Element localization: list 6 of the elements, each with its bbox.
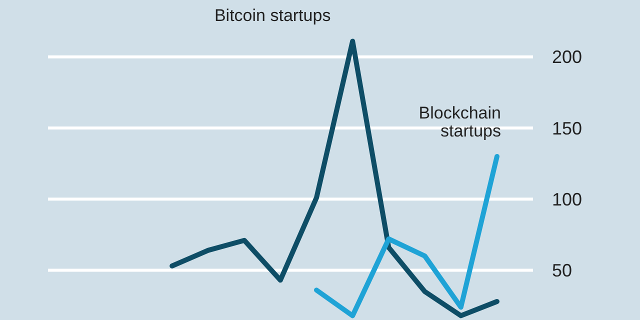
series-label: Bitcoin startups: [214, 6, 331, 26]
y-tick-label: 150: [552, 118, 582, 138]
series-label: Blockchain startups: [418, 103, 501, 140]
y-tick-label: 50: [552, 260, 572, 281]
y-tick-label: 200: [552, 47, 582, 68]
y-tick-label: 100: [552, 189, 582, 210]
